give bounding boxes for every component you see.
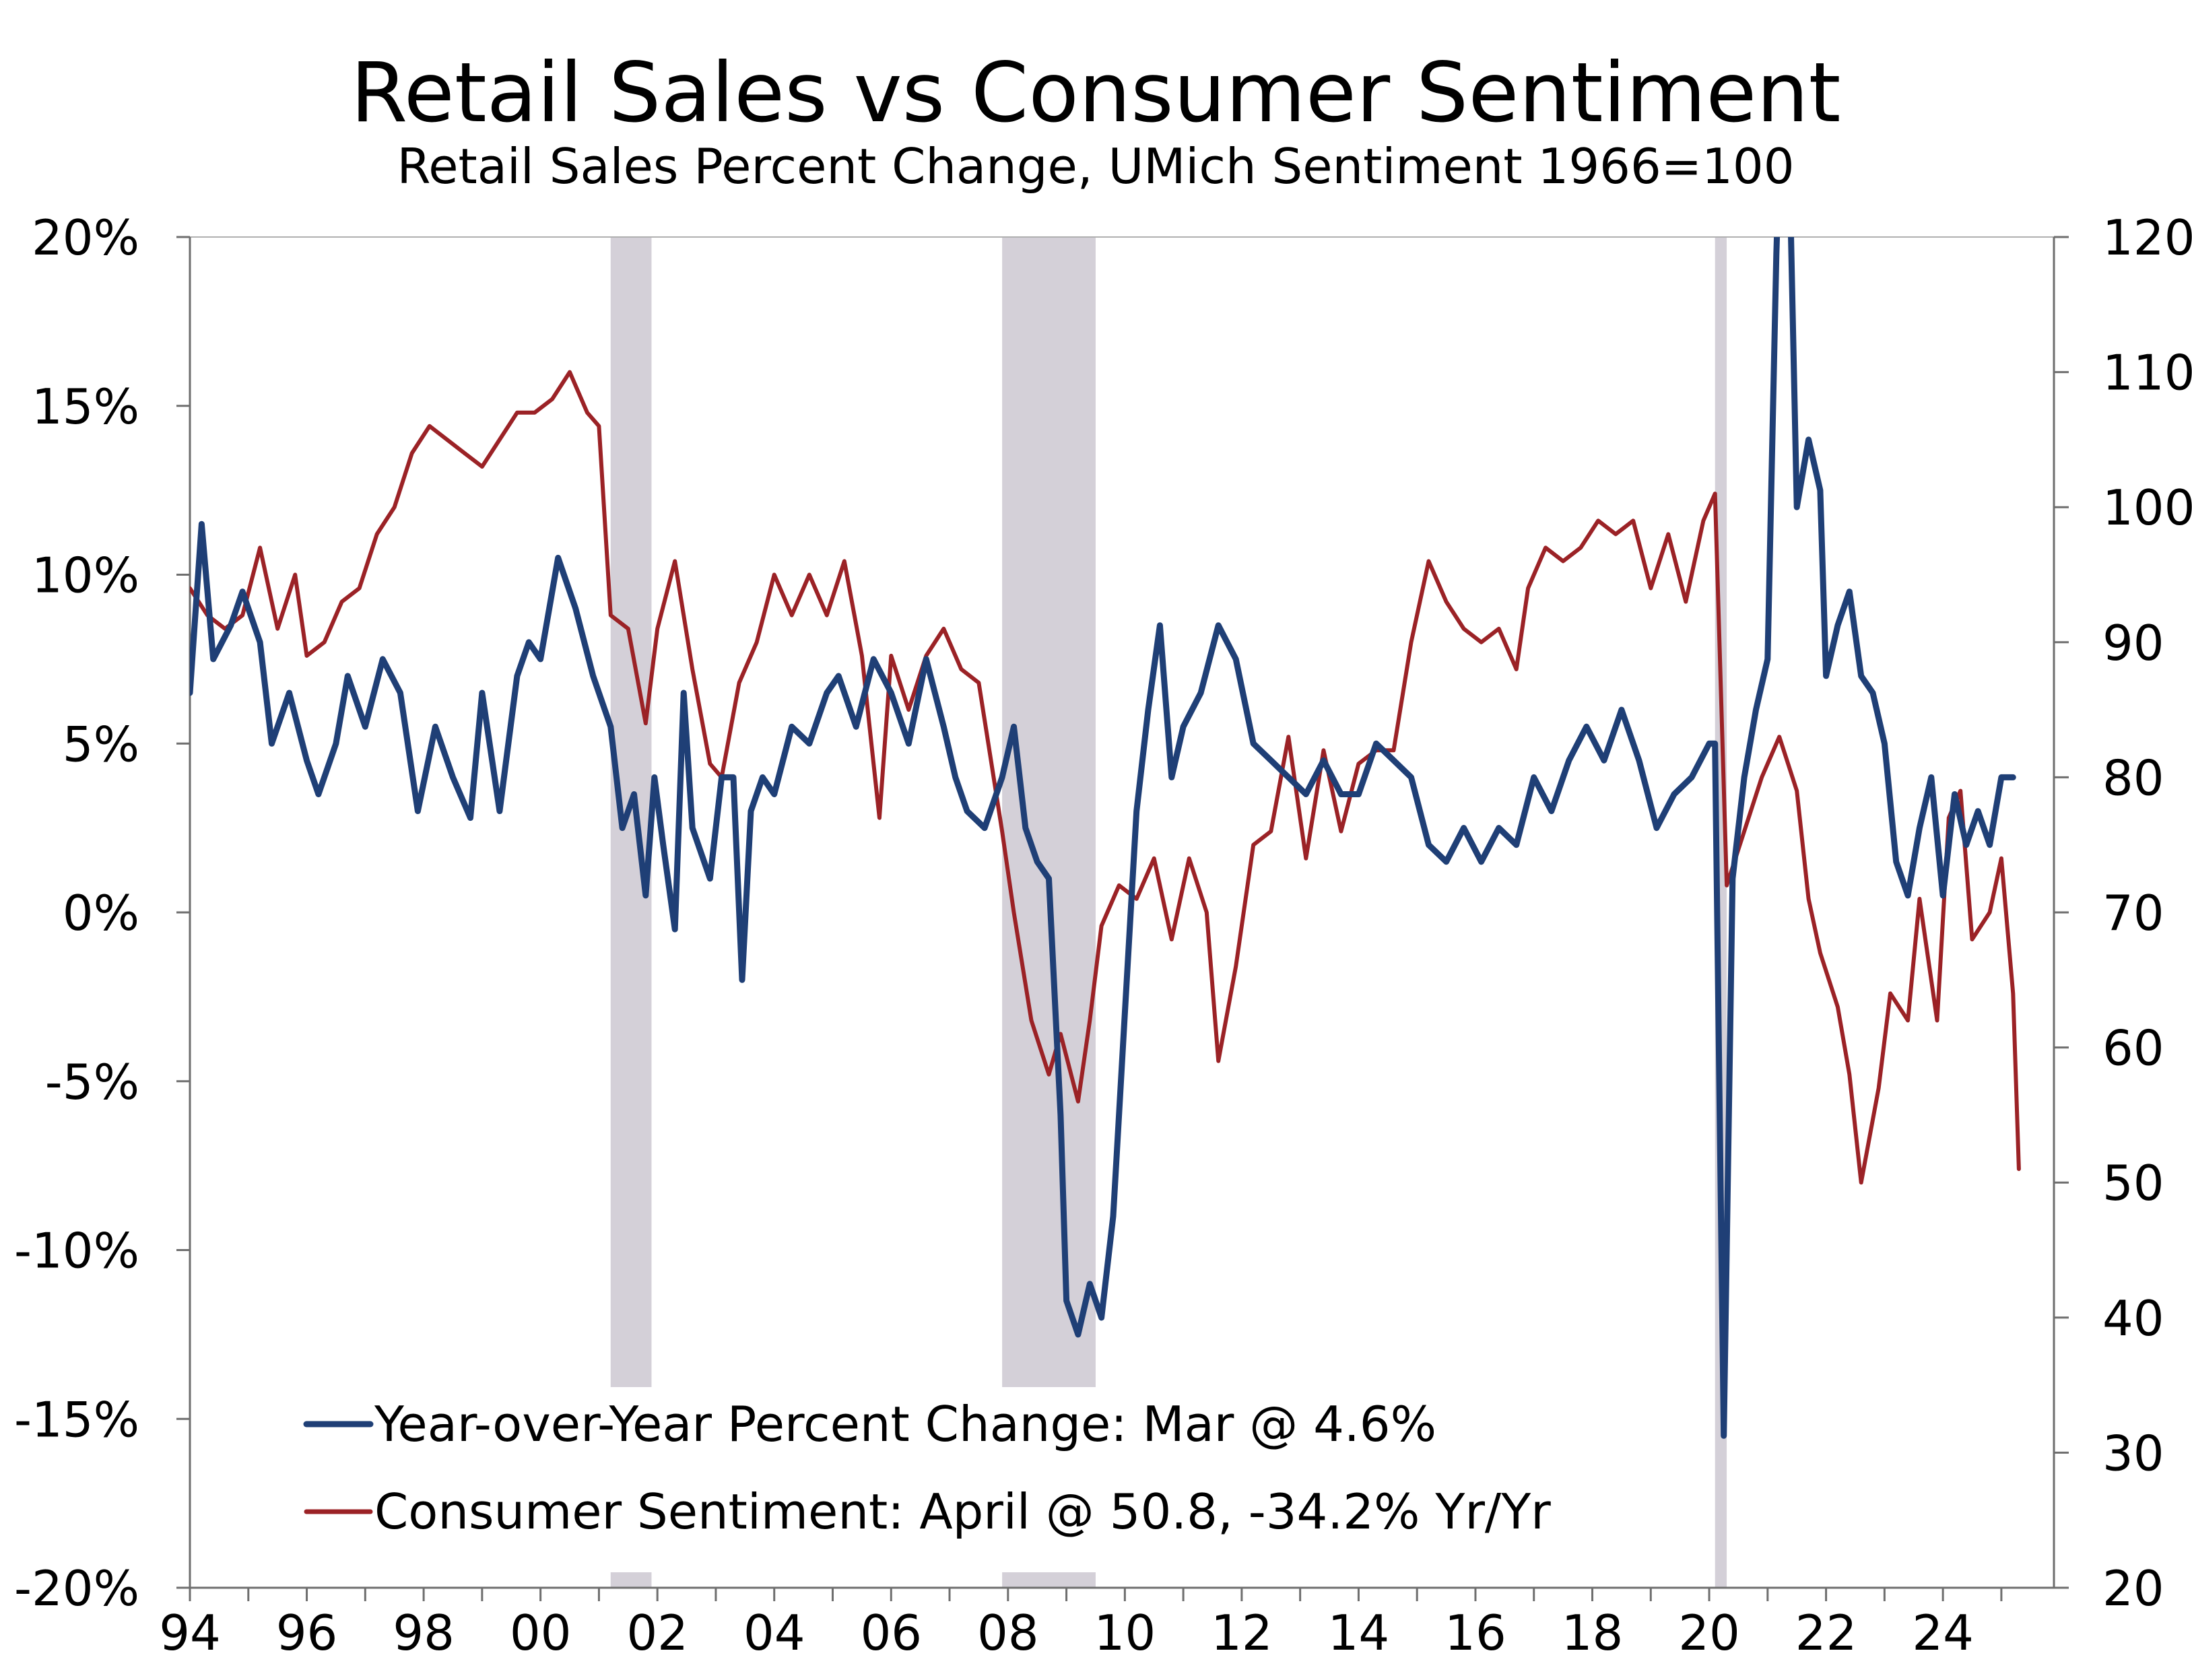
y-right-tick-label: 30 — [2102, 1425, 2164, 1481]
y-axis-left: 20% 15% 10% 5% 0% -5% -10% -15% -20% — [14, 209, 190, 1617]
series-line-consumer-sentiment — [190, 370, 2021, 1185]
y-left-tick-label: 0% — [63, 885, 139, 941]
legend-backdrop — [290, 1387, 1670, 1572]
y-axis-right: 120 110 100 90 80 70 60 50 40 30 20 — [2054, 209, 2192, 1617]
y-left-tick-label: 10% — [32, 547, 139, 604]
y-left-tick-label: -5% — [45, 1054, 139, 1110]
y-right-tick-label: 90 — [2102, 615, 2164, 671]
legend-label-retail-sales: Year-over-Year Percent Change: Mar @ 4.6… — [374, 1396, 1436, 1452]
chart-title: Retail Sales vs Consumer Sentiment — [350, 45, 1840, 141]
y-right-tick-label: 40 — [2102, 1290, 2164, 1347]
x-tick-label: 04 — [743, 1605, 805, 1661]
x-tick-label: 24 — [1912, 1605, 1974, 1661]
y-right-tick-label: 110 — [2102, 345, 2192, 401]
x-tick-label: 00 — [510, 1605, 572, 1661]
y-right-tick-label: 120 — [2102, 209, 2192, 266]
x-tick-label: 96 — [276, 1605, 338, 1661]
x-tick-label: 18 — [1562, 1605, 1624, 1661]
x-tick-label: 20 — [1678, 1605, 1740, 1661]
series-lines — [190, 237, 2021, 1439]
y-right-tick-label: 80 — [2102, 749, 2164, 806]
chart-legend: Year-over-Year Percent Change: Mar @ 4.6… — [290, 1387, 1670, 1572]
x-tick-label: 02 — [626, 1605, 688, 1661]
x-tick-label: 16 — [1444, 1605, 1506, 1661]
y-right-tick-label: 100 — [2102, 479, 2192, 536]
x-tick-label: 06 — [860, 1605, 922, 1661]
x-tick-label: 14 — [1328, 1605, 1390, 1661]
x-tick-label: 08 — [977, 1605, 1039, 1661]
x-tick-label: 94 — [159, 1605, 221, 1661]
y-right-tick-label: 70 — [2102, 885, 2164, 941]
y-left-tick-label: -20% — [14, 1560, 139, 1617]
recession-bands — [610, 237, 1727, 1588]
recession-band-0 — [610, 237, 652, 1588]
y-right-tick-label: 20 — [2102, 1560, 2164, 1617]
series-line-retail-sales — [190, 237, 2016, 1439]
chart-subtitle: Retail Sales Percent Change, UMich Senti… — [397, 138, 1794, 195]
y-left-tick-label: -10% — [14, 1223, 139, 1279]
legend-label-consumer-sentiment: Consumer Sentiment: April @ 50.8, -34.2%… — [374, 1483, 1551, 1540]
x-axis: 94 96 98 00 02 04 06 08 10 12 14 16 18 20 22 24 — [159, 1588, 2003, 1661]
y-left-tick-label: -15% — [14, 1391, 139, 1448]
x-tick-label: 22 — [1795, 1605, 1857, 1661]
y-right-tick-label: 50 — [2102, 1155, 2164, 1211]
y-right-tick-label: 60 — [2102, 1020, 2164, 1077]
y-left-tick-label: 15% — [32, 378, 139, 435]
x-tick-label: 12 — [1211, 1605, 1273, 1661]
x-tick-label: 98 — [393, 1605, 455, 1661]
y-left-tick-label: 5% — [63, 716, 139, 772]
x-tick-label: 10 — [1094, 1605, 1156, 1661]
y-left-tick-label: 20% — [32, 209, 139, 266]
